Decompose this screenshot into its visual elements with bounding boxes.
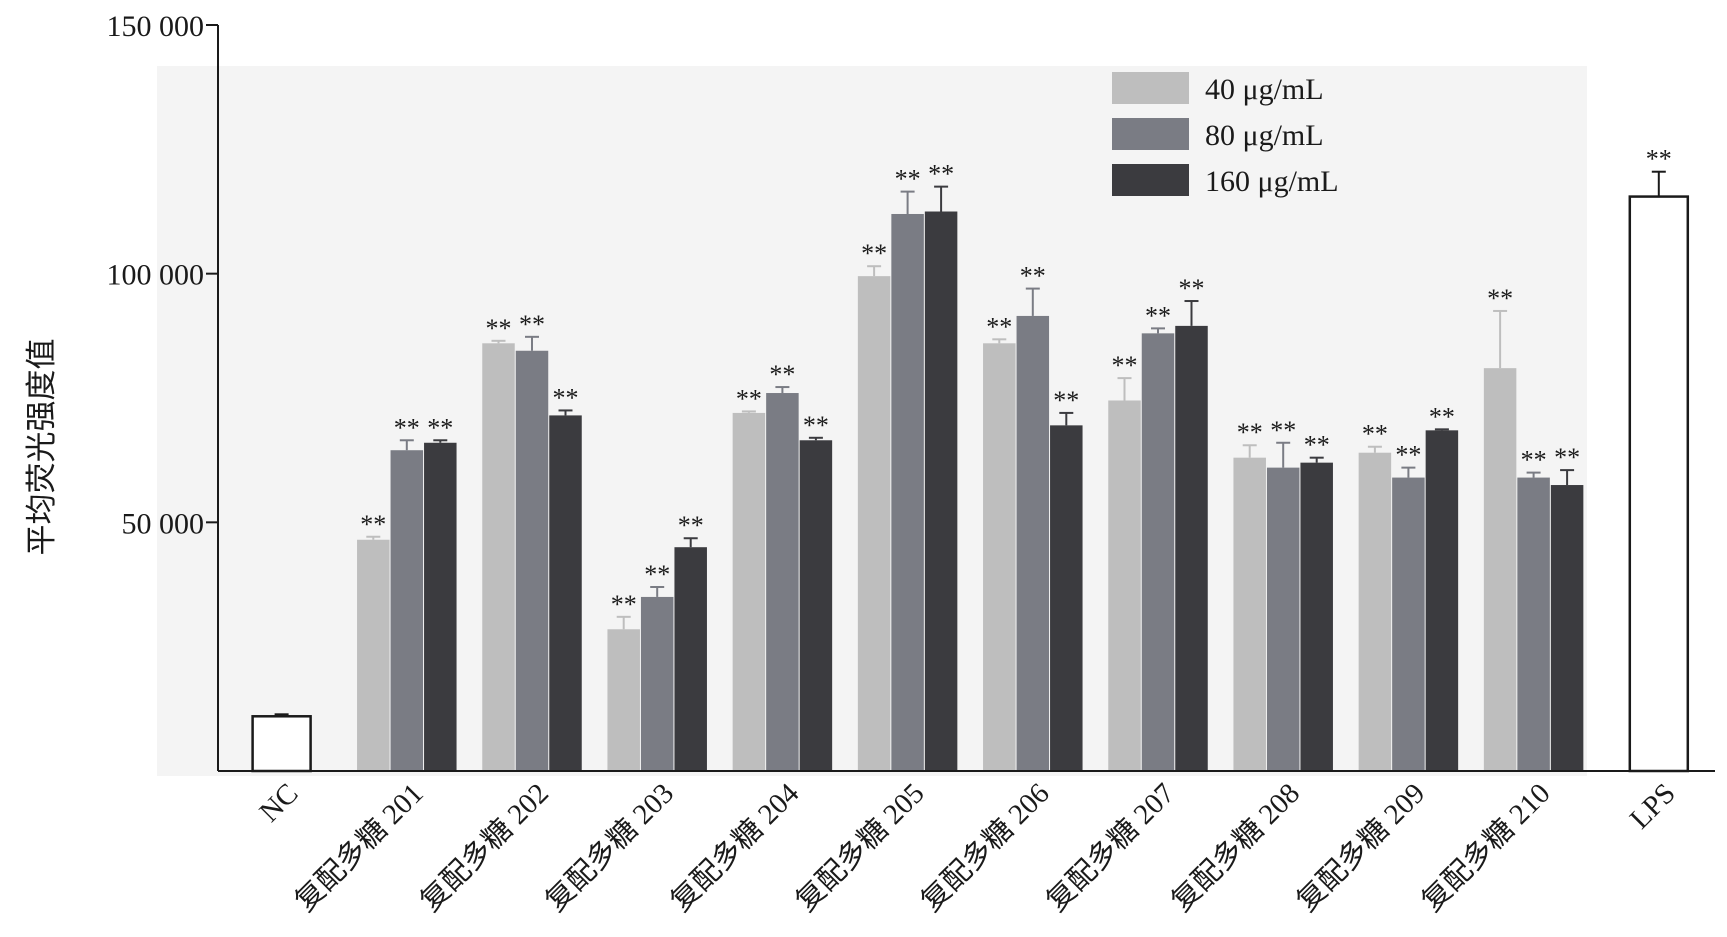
y-axis-label: 平均荧光强度值 [24,339,59,556]
legend-swatch [1112,72,1189,104]
bar [983,343,1016,771]
significance-label: ** [360,510,386,539]
bar [732,412,766,771]
bar [891,213,924,771]
bar [1300,462,1333,771]
y-tick-label: 150 000 [107,10,205,43]
x-category-label: 复配多糖 207 [1040,777,1181,918]
significance-label: ** [519,310,545,339]
legend: 40 μg/mL 80 μg/mL 160 μg/mL [1112,72,1339,198]
x-category-label: 复配多糖 202 [414,777,555,918]
x-category-label: 复配多糖 206 [914,777,1055,918]
bar [1425,430,1459,771]
bar [424,442,457,771]
x-category-label: 复配多糖 201 [288,777,429,918]
significance-label: ** [1395,441,1421,470]
x-category-label: 复配多糖 209 [1290,777,1431,918]
significance-label: ** [1487,284,1513,313]
axes-layer [217,25,1715,772]
significance-label: ** [1145,301,1171,330]
bar [857,276,891,771]
bar [640,596,674,771]
significance-label: ** [427,413,453,442]
significance-label: ** [486,314,512,343]
bar [1392,477,1425,771]
y-tick-label: 100 000 [107,259,205,292]
bar [924,211,958,771]
significance-label: ** [678,511,704,540]
x-category-label: 复配多糖 208 [1165,777,1306,918]
significance-label: ** [895,165,921,194]
bar [390,450,424,771]
x-category-label: 复配多糖 205 [789,777,930,918]
significance-label: ** [611,590,637,619]
significance-label: ** [861,239,887,268]
bars-layer: **** **** ******************** ************… [251,145,1690,773]
bar [357,539,390,771]
x-category-label: 复配多糖 210 [1415,777,1556,918]
bar [1483,368,1517,771]
legend-swatch [1112,164,1189,196]
bar [1050,425,1083,771]
bar [1628,195,1690,773]
significance-label: ** [1554,443,1580,472]
significance-label: ** [644,560,670,589]
bar [1175,325,1208,771]
bar [1141,333,1175,771]
legend-label: 40 μg/mL [1205,73,1324,106]
significance-label: ** [1112,351,1138,380]
significance-label: ** [1362,420,1388,449]
significance-label: ** [553,383,579,412]
bar [251,715,312,773]
bar [549,415,582,771]
bar [482,343,515,771]
significance-label: ** [736,384,762,413]
bar [799,440,833,771]
bar [1517,477,1550,771]
bar [1358,452,1392,771]
legend-label: 160 μg/mL [1205,165,1339,198]
significance-label: ** [769,360,795,389]
significance-label: ** [986,312,1012,341]
bar [1016,315,1050,771]
bar [1108,400,1141,771]
x-category-label: 复配多糖 204 [664,776,806,918]
significance-label: ** [1521,446,1547,475]
significance-label: ** [394,413,420,442]
bar [515,350,549,771]
legend-label: 80 μg/mL [1205,119,1324,152]
y-tick-label: 50 000 [122,507,205,540]
significance-label: ** [1304,431,1330,460]
bar [766,393,799,771]
significance-label: ** [1053,386,1079,415]
significance-label: ** [1179,274,1205,303]
bar [1233,457,1266,771]
x-category-label: NC [253,777,304,828]
bar [1550,485,1584,771]
y-ticks: 50 000 100 000 150 000 [107,10,218,540]
significance-label: ** [1237,418,1263,447]
bar [674,547,707,771]
significance-label: ** [1020,262,1046,291]
significance-label: ** [928,160,954,189]
significance-label: ** [1646,145,1672,174]
significance-label: ** [1270,416,1296,445]
x-category-label: LPS [1624,777,1682,835]
bar [607,629,640,771]
x-category-label: 复配多糖 203 [539,777,680,918]
significance-label: ** [1429,402,1455,431]
bar [1266,467,1300,771]
significance-label: ** [803,411,829,440]
legend-swatch [1112,118,1189,150]
